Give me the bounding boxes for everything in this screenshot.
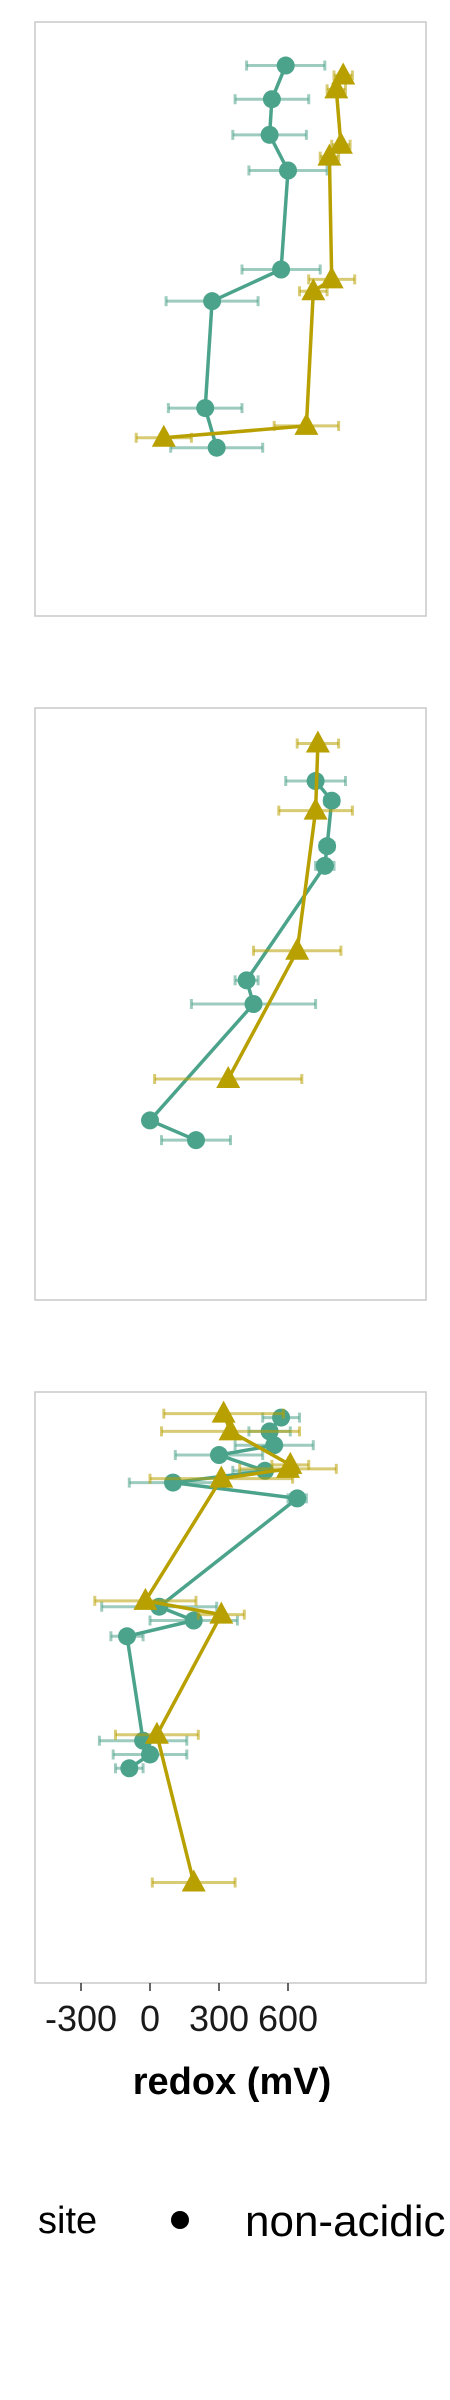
series-non-acidic	[141, 772, 347, 1150]
data-point	[196, 399, 215, 418]
data-point	[315, 856, 334, 875]
legend-title: site	[38, 2200, 97, 2242]
data-point	[141, 1745, 159, 1764]
x-tick-label: 600	[258, 1998, 318, 2039]
data-point-triangle	[319, 266, 344, 289]
panel-2	[34, 707, 427, 1301]
chart-panels	[34, 21, 427, 1984]
data-point-triangle	[305, 730, 330, 753]
legend-marker-circle	[171, 2211, 189, 2229]
data-point-triangle	[181, 1869, 206, 1892]
data-point-triangle	[211, 1400, 236, 1423]
data-point-triangle	[276, 1455, 300, 1478]
data-point	[276, 56, 295, 75]
panel-border	[34, 21, 427, 617]
data-point	[187, 1131, 205, 1150]
data-point	[260, 125, 279, 144]
data-point	[141, 1111, 159, 1130]
panel-1	[34, 21, 427, 617]
data-point	[272, 1408, 291, 1427]
data-point	[120, 1759, 139, 1778]
data-point-triangle	[317, 143, 342, 166]
data-point-triangle	[209, 1465, 234, 1488]
series-acidic	[93, 1400, 338, 1892]
series-non-acidic	[164, 56, 329, 457]
series-acidic	[134, 62, 357, 447]
data-point	[210, 1446, 228, 1465]
data-point	[262, 90, 281, 109]
data-point	[244, 995, 263, 1013]
legend-label: non-acidic	[245, 2197, 446, 2246]
data-point-triangle	[218, 1418, 243, 1441]
data-point-triangle	[133, 1587, 158, 1610]
data-point-triangle	[303, 797, 328, 820]
data-point	[318, 837, 337, 856]
series-line	[226, 743, 320, 1080]
data-point-triangle	[328, 131, 353, 154]
x-tick-label: -300	[45, 1998, 117, 2039]
series-line	[163, 74, 345, 440]
data-point-triangle	[301, 278, 326, 301]
data-point	[164, 1473, 182, 1492]
series-acidic	[153, 730, 354, 1088]
legend: site non-acidic	[38, 2197, 446, 2246]
x-axis-title: redox (mV)	[133, 2061, 331, 2103]
data-point-triangle	[294, 412, 319, 435]
data-point	[279, 161, 297, 180]
x-tick-label: 0	[140, 1998, 160, 2039]
panel-border	[34, 1391, 427, 1984]
data-point-triangle	[209, 1601, 234, 1624]
data-point	[322, 791, 341, 810]
data-point-triangle	[285, 937, 310, 960]
data-point-triangle	[144, 1721, 169, 1744]
data-point	[265, 1436, 284, 1455]
data-point	[237, 971, 256, 990]
data-point	[272, 260, 291, 279]
data-point	[118, 1627, 136, 1646]
data-point	[288, 1489, 307, 1508]
x-tick-label: 300	[189, 1998, 249, 2039]
data-point-triangle	[151, 424, 176, 447]
x-axis: -300 0 300 600	[45, 1983, 318, 2039]
data-point-triangle	[216, 1065, 241, 1088]
panel-3	[34, 1391, 427, 1984]
data-point	[207, 438, 226, 457]
data-point	[203, 292, 222, 311]
data-point-triangle	[324, 76, 349, 99]
